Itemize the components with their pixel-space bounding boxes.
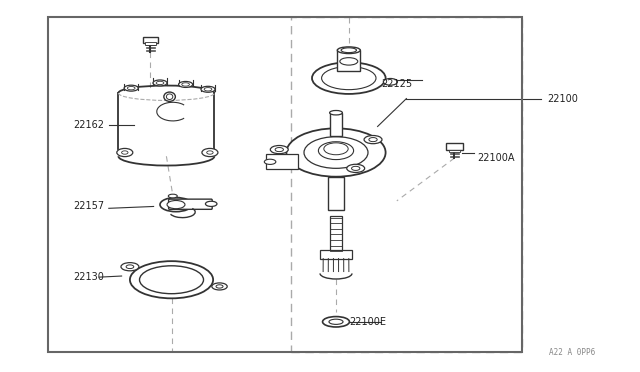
Ellipse shape <box>364 135 382 144</box>
Text: 22157: 22157 <box>74 202 105 211</box>
Ellipse shape <box>160 198 192 212</box>
Ellipse shape <box>319 142 354 160</box>
Ellipse shape <box>212 283 227 290</box>
Ellipse shape <box>323 317 349 327</box>
Ellipse shape <box>168 194 177 198</box>
Bar <box>266 154 298 169</box>
Ellipse shape <box>122 151 128 154</box>
Ellipse shape <box>117 148 133 157</box>
Bar <box>291 17 522 352</box>
Ellipse shape <box>369 138 377 142</box>
Bar <box>48 17 522 352</box>
Ellipse shape <box>164 92 175 101</box>
Ellipse shape <box>340 58 358 65</box>
Bar <box>446 143 463 150</box>
Ellipse shape <box>275 148 284 152</box>
Ellipse shape <box>304 137 368 168</box>
Ellipse shape <box>264 159 276 164</box>
Text: 22100: 22100 <box>547 94 578 103</box>
Text: 22100E: 22100E <box>349 317 386 327</box>
Ellipse shape <box>351 166 360 170</box>
Bar <box>143 37 158 43</box>
Text: A22 A 0PP6: A22 A 0PP6 <box>549 348 595 357</box>
Bar <box>337 50 360 71</box>
Ellipse shape <box>383 78 397 85</box>
Ellipse shape <box>207 151 213 154</box>
Ellipse shape <box>322 67 376 90</box>
Ellipse shape <box>201 86 215 92</box>
Bar <box>330 113 342 136</box>
Bar <box>328 177 344 210</box>
Ellipse shape <box>179 81 193 87</box>
Ellipse shape <box>124 85 138 91</box>
Ellipse shape <box>347 164 365 173</box>
Bar <box>449 150 460 152</box>
Ellipse shape <box>270 145 288 154</box>
Ellipse shape <box>204 87 212 91</box>
Bar <box>330 216 342 251</box>
Ellipse shape <box>205 201 217 206</box>
Ellipse shape <box>216 285 223 288</box>
Ellipse shape <box>127 86 135 90</box>
Ellipse shape <box>312 62 385 94</box>
Ellipse shape <box>330 110 342 115</box>
Ellipse shape <box>126 265 134 269</box>
FancyBboxPatch shape <box>168 199 212 209</box>
Text: 22125: 22125 <box>381 79 412 89</box>
Ellipse shape <box>329 319 343 324</box>
Ellipse shape <box>337 47 360 54</box>
Ellipse shape <box>287 128 385 177</box>
Text: 22100A: 22100A <box>477 153 515 163</box>
Ellipse shape <box>153 80 167 86</box>
Bar <box>320 250 352 259</box>
Text: 22130: 22130 <box>74 272 104 282</box>
Ellipse shape <box>167 201 185 209</box>
Ellipse shape <box>324 143 348 155</box>
Bar <box>145 42 156 45</box>
Ellipse shape <box>156 81 164 84</box>
Ellipse shape <box>121 263 139 271</box>
Text: 22162: 22162 <box>74 120 104 129</box>
Ellipse shape <box>166 94 173 100</box>
Ellipse shape <box>182 83 189 86</box>
Ellipse shape <box>341 48 356 53</box>
Ellipse shape <box>202 148 218 157</box>
Ellipse shape <box>130 261 213 298</box>
Ellipse shape <box>140 266 204 294</box>
